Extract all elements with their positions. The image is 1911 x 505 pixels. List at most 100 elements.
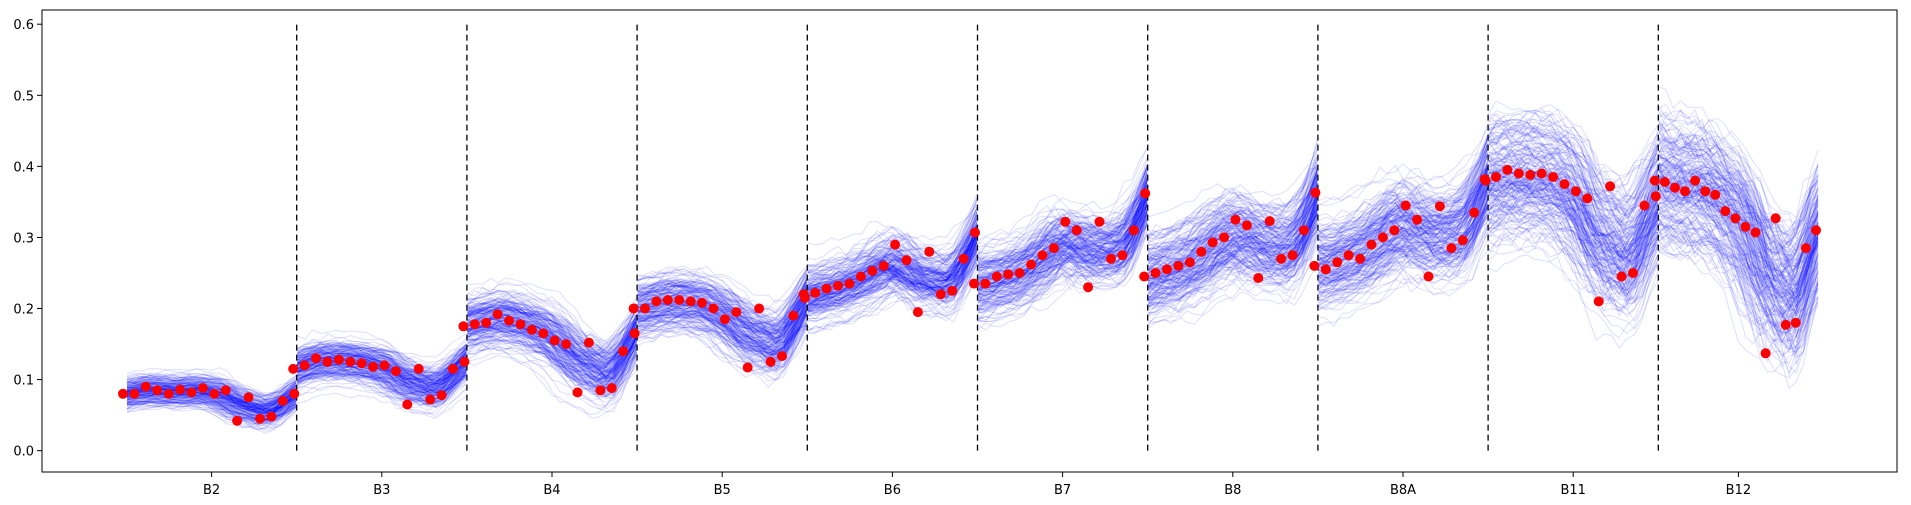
ensemble-line xyxy=(467,354,638,398)
ensemble-line xyxy=(1658,163,1819,267)
ensemble-line xyxy=(1147,178,1318,245)
ensemble-line xyxy=(467,301,638,377)
ensemble-line xyxy=(1318,170,1489,257)
ensemble-line xyxy=(1147,207,1318,308)
ensemble-line xyxy=(297,348,467,376)
ensemble-line xyxy=(296,342,467,376)
ensemble-line xyxy=(1658,157,1819,288)
ensemble-line xyxy=(1658,215,1819,335)
ensemble-line xyxy=(467,295,638,360)
observed-point xyxy=(458,321,469,332)
ensemble-line xyxy=(297,342,467,376)
ensemble-line xyxy=(977,229,1148,320)
ensemble-line xyxy=(467,337,637,390)
ensemble-line xyxy=(1318,220,1489,307)
observed-point xyxy=(1150,268,1161,278)
observed-point xyxy=(1162,264,1172,275)
x-axis: B2 B3 B4 B5 B6 B7 B8 B8A B11 B12 xyxy=(203,472,1751,498)
ensemble-line xyxy=(126,382,297,408)
ensemble-line xyxy=(1318,251,1488,310)
ensemble-line xyxy=(126,382,297,409)
ensemble-line xyxy=(807,230,978,299)
ensemble-line xyxy=(807,234,978,287)
ensemble-line xyxy=(807,253,978,307)
ensemble-line xyxy=(1318,192,1489,295)
observed-point xyxy=(140,381,151,392)
ensemble-line xyxy=(1658,122,1819,230)
ensemble-line xyxy=(1488,131,1659,216)
ensemble-line xyxy=(1658,181,1819,313)
ensemble-line xyxy=(297,350,467,389)
ensemble-line xyxy=(126,375,297,405)
ensemble-line xyxy=(296,367,467,406)
ensemble-line xyxy=(1318,204,1489,295)
observed-point xyxy=(629,328,640,339)
ensemble-line xyxy=(1148,228,1318,317)
ensemble-line xyxy=(977,208,1148,277)
ensemble-line xyxy=(1147,170,1318,258)
ensemble-line xyxy=(296,351,467,382)
ensemble-line xyxy=(467,294,638,342)
ensemble-line xyxy=(977,184,1148,281)
ensemble-line xyxy=(467,304,638,370)
ensemble-line xyxy=(1488,178,1659,273)
ensemble-line xyxy=(1318,222,1488,299)
ensemble-line xyxy=(1147,206,1318,306)
ensemble-line xyxy=(977,205,1148,307)
ensemble-line xyxy=(1318,154,1489,231)
ensemble-line xyxy=(637,287,808,338)
ensemble-line xyxy=(637,283,808,321)
ensemble-line xyxy=(296,367,467,396)
ensemble-line xyxy=(297,343,467,384)
ensemble-line xyxy=(126,371,297,396)
ensemble-line xyxy=(126,400,297,426)
ensemble-line xyxy=(807,234,978,287)
ensemble-line xyxy=(807,268,978,332)
ensemble-line xyxy=(977,166,1148,264)
ensemble-line xyxy=(297,392,467,419)
observed-point xyxy=(504,315,515,326)
ensemble-line xyxy=(1488,227,1659,318)
ensemble-line xyxy=(126,374,297,398)
observed-point xyxy=(1026,259,1037,270)
ensemble-line xyxy=(637,291,808,332)
ensemble-line xyxy=(977,165,1148,265)
ensemble-line xyxy=(637,314,808,358)
ensemble-line xyxy=(977,177,1148,248)
ensemble-line xyxy=(296,370,467,408)
ensemble-line xyxy=(977,201,1148,321)
ensemble-line xyxy=(1318,182,1489,289)
observed-point xyxy=(538,328,549,339)
ensemble-line xyxy=(467,288,638,359)
observed-point xyxy=(935,289,946,300)
ensemble-line xyxy=(977,218,1148,295)
ensemble-line xyxy=(1488,154,1659,244)
ensemble-line xyxy=(977,183,1148,257)
ensemble-line xyxy=(1318,169,1489,273)
ensemble-line xyxy=(297,347,467,380)
ensemble-line xyxy=(126,396,297,416)
ensemble-line xyxy=(637,278,808,333)
ensemble-line xyxy=(1488,119,1659,191)
ensemble-line xyxy=(977,196,1148,277)
ensemble-line xyxy=(637,319,808,370)
ensemble-line xyxy=(977,191,1148,283)
observed-point xyxy=(1219,232,1230,243)
ensemble-line xyxy=(467,306,637,367)
x-tick-label: B2 xyxy=(203,483,220,498)
ensemble-line xyxy=(467,303,638,364)
ensemble-line xyxy=(126,405,297,434)
observed-point xyxy=(1207,237,1218,248)
ensemble-line xyxy=(1488,218,1659,304)
ensemble-line xyxy=(1318,127,1489,207)
ensemble-line xyxy=(126,398,297,428)
ensemble-line xyxy=(1318,143,1489,233)
ensemble-line xyxy=(1318,197,1489,278)
ensemble-line xyxy=(1318,181,1489,252)
ensemble-line xyxy=(1488,179,1659,260)
ensemble-line xyxy=(807,254,978,320)
ensemble-line xyxy=(1318,192,1489,289)
ensemble-line xyxy=(807,241,978,301)
ensemble-line xyxy=(1488,200,1659,288)
ensemble-line xyxy=(1488,119,1659,224)
